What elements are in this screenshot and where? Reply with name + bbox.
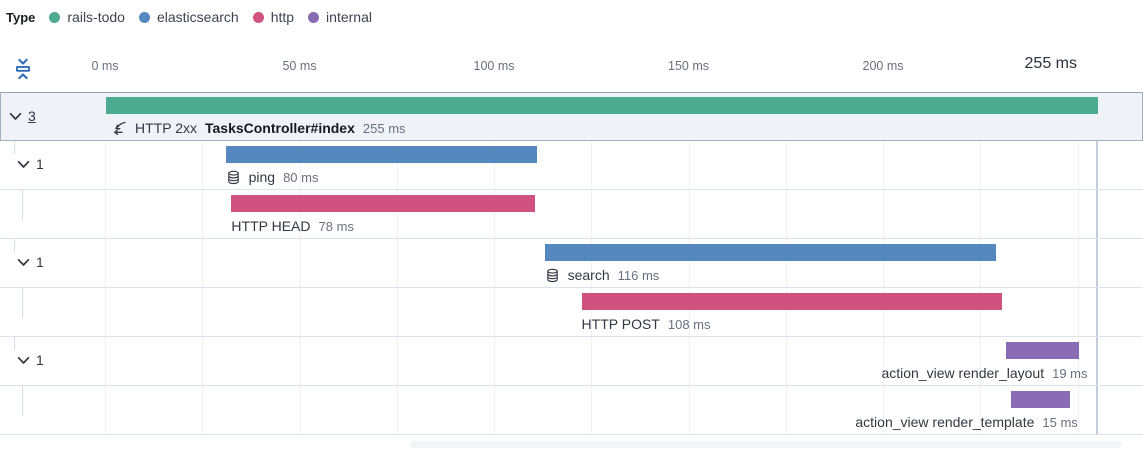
horizontal-scrollbar[interactable] — [410, 441, 1122, 448]
legend-item-label: rails-todo — [67, 9, 125, 25]
row-expand-toggle[interactable]: 1 — [17, 156, 44, 172]
span-label: action_view render_template 15 ms — [855, 412, 1077, 432]
span-duration: 19 ms — [1052, 365, 1088, 381]
span-duration: 255 ms — [362, 120, 406, 136]
span-bar[interactable] — [1005, 342, 1080, 359]
waterfall-row: 3 HTTP 2xx TasksContr — [0, 92, 1143, 141]
span-name: HTTP POST — [581, 316, 660, 332]
gridline — [202, 92, 204, 435]
gridline — [785, 92, 787, 435]
span-label: HTTP POST 108 ms — [582, 314, 711, 334]
span-name: action_view render_layout — [881, 365, 1045, 381]
span-bar[interactable] — [544, 244, 996, 261]
database-icon — [226, 170, 241, 185]
child-count: 1 — [36, 254, 44, 270]
span-duration: 116 ms — [617, 267, 660, 283]
database-icon — [545, 268, 560, 283]
transaction-icon — [111, 120, 127, 136]
span-name: action_view render_template — [855, 414, 1035, 430]
tree-guide-line — [22, 288, 23, 318]
fold-icon — [13, 58, 33, 80]
span-label: search 116 ms — [545, 265, 660, 285]
span-bar[interactable] — [1011, 391, 1070, 408]
span-duration: 78 ms — [318, 218, 354, 234]
tree-guide-line — [22, 386, 23, 416]
chevron-down-icon — [17, 258, 30, 267]
span-bar[interactable] — [106, 97, 1098, 114]
legend-item: internal — [308, 9, 372, 25]
legend-item: http — [252, 9, 295, 25]
type-legend: Type rails-todo elasticsearch http inter… — [6, 9, 372, 25]
gridline — [299, 92, 301, 435]
trace-total-duration: 255 ms — [1024, 55, 1077, 72]
gridline — [105, 92, 106, 435]
row-expand-toggle[interactable]: 1 — [17, 254, 44, 270]
span-label: ping 80 ms — [226, 167, 319, 187]
collapse-all-button[interactable] — [10, 56, 36, 84]
gridline — [688, 92, 690, 435]
span-label: HTTP HEAD 78 ms — [231, 216, 354, 236]
gridline — [396, 92, 398, 435]
legend-item-label: elasticsearch — [156, 9, 239, 25]
child-count: 3 — [28, 108, 36, 124]
child-count: 1 — [36, 352, 44, 368]
row-expand-toggle[interactable]: 3 — [9, 108, 36, 124]
gridline — [980, 92, 982, 435]
axis-tick-label: 0 ms — [91, 59, 119, 73]
span-label: action_view render_layout 19 ms — [881, 363, 1087, 383]
legend-color-dot — [138, 11, 150, 23]
span-prefix: HTTP 2xx — [135, 120, 197, 136]
waterfall-row: HTTP HEAD 78 ms — [0, 190, 1143, 239]
span-name: search — [567, 267, 610, 283]
tree-guide-line — [14, 141, 15, 154]
legend-color-dot — [252, 11, 264, 23]
tree-guide-line — [22, 190, 23, 220]
span-duration: 108 ms — [667, 316, 711, 332]
legend-item-label: internal — [326, 9, 372, 25]
waterfall-row: action_view render_template 15 ms — [0, 386, 1143, 435]
row-expand-toggle[interactable]: 1 — [17, 352, 44, 368]
waterfall-row: HTTP POST 108 ms — [0, 288, 1143, 337]
tree-guide-line — [14, 239, 15, 252]
legend-color-dot — [308, 11, 320, 23]
span-bar[interactable] — [231, 195, 535, 212]
span-name: TasksController#index — [204, 120, 355, 136]
legend-item: elasticsearch — [138, 9, 239, 25]
trace-end-marker — [1096, 141, 1098, 435]
gridline — [494, 92, 496, 435]
axis-tick-label: 100 ms — [473, 59, 515, 73]
gridline — [883, 92, 885, 435]
legend-color-dot — [49, 11, 61, 23]
chevron-down-icon — [17, 160, 30, 169]
span-duration: 80 ms — [283, 169, 319, 185]
child-count: 1 — [36, 156, 44, 172]
waterfall-chart: 3 HTTP 2xx TasksContr — [0, 92, 1143, 435]
waterfall-row: 1 ping 80 ms — [0, 141, 1143, 190]
span-bar[interactable] — [225, 146, 537, 163]
legend-item: rails-todo — [49, 9, 125, 25]
waterfall-row: 1 search 116 m — [0, 239, 1143, 288]
waterfall-row: 1 action_view render — [0, 337, 1143, 386]
legend-item-label: http — [270, 9, 295, 25]
chevron-down-icon — [17, 356, 30, 365]
axis-tick-label: 200 ms — [862, 59, 904, 73]
span-name: ping — [248, 169, 276, 185]
span-label: HTTP 2xx TasksController#index 255 ms — [111, 118, 406, 138]
axis-tick-label: 50 ms — [282, 59, 317, 73]
legend-title: Type — [6, 9, 36, 25]
chevron-down-icon — [9, 112, 22, 121]
gridline — [1077, 92, 1079, 435]
span-bar[interactable] — [581, 293, 1002, 310]
gridline — [591, 92, 593, 435]
axis-tick-label: 150 ms — [668, 59, 710, 73]
span-duration: 15 ms — [1042, 414, 1078, 430]
span-name: HTTP HEAD — [231, 218, 311, 234]
tree-guide-line — [14, 337, 15, 350]
